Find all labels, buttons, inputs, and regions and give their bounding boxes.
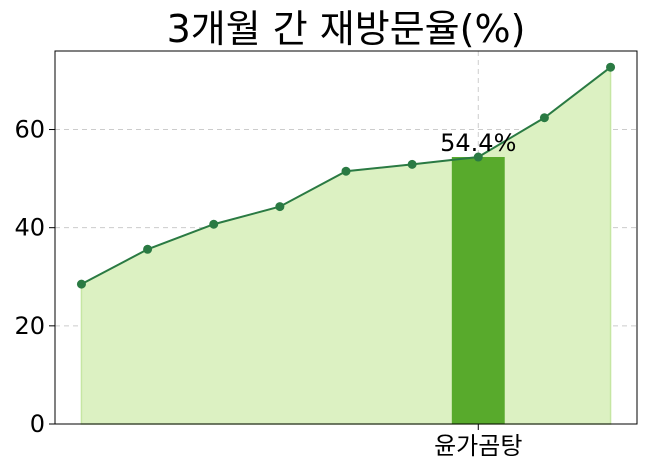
data-point — [539, 113, 549, 123]
plot-area: 54.4% 0 20 40 60 윤가곰탕 — [14, 50, 638, 460]
data-point — [76, 279, 86, 289]
data-label-highlight: 54.4% — [440, 129, 516, 157]
data-point — [275, 202, 285, 212]
x-tick-label: 윤가곰탕 — [434, 432, 522, 460]
y-tick-label: 0 — [30, 410, 45, 438]
data-point — [606, 62, 616, 72]
data-point — [143, 244, 153, 254]
y-tick-label: 20 — [14, 312, 45, 340]
y-tick-label: 60 — [14, 116, 45, 144]
data-point — [473, 152, 483, 162]
data-point — [341, 166, 351, 176]
chart-title: 3개월 간 재방문율(%) — [167, 7, 526, 51]
data-point — [407, 159, 417, 169]
data-point — [209, 219, 219, 229]
area-fill — [80, 65, 612, 425]
highlight-bar — [451, 157, 505, 424]
y-tick-label: 40 — [14, 214, 45, 242]
plot-frame — [54, 50, 638, 425]
